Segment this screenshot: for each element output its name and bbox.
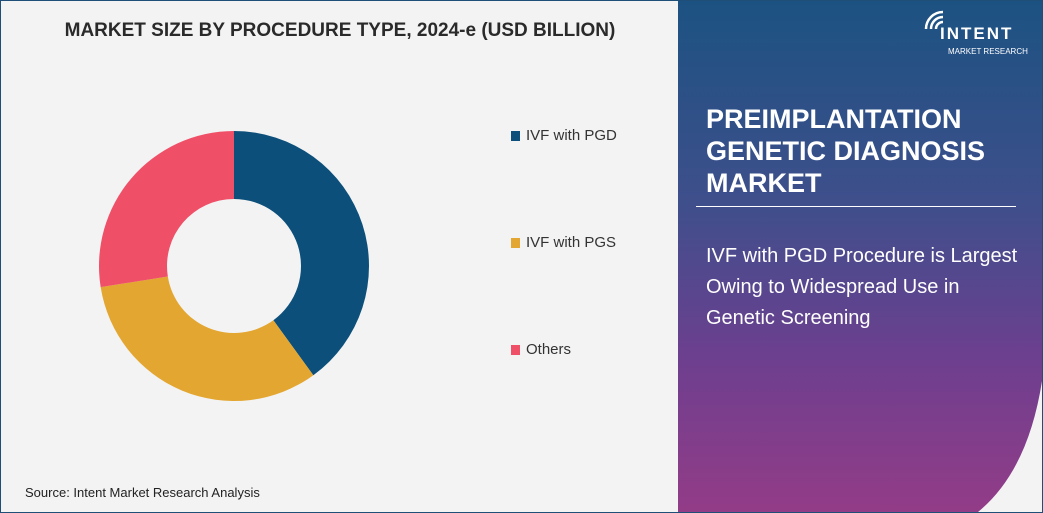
legend-swatch [511, 238, 520, 248]
donut-slice-others [99, 131, 234, 288]
legend-item: IVF with PGS [511, 234, 616, 252]
signal-icon [924, 9, 954, 31]
donut-slice-ivf-with-pgs [100, 276, 314, 401]
info-panel: INTENT MARKET RESEARCH PREIMPLANTATION G… [678, 1, 1042, 512]
legend-label: IVF with PGS [526, 234, 617, 251]
source-note: Source: Intent Market Research Analysis [25, 485, 260, 500]
legend-label: IVF with PGD [526, 127, 617, 144]
chart-title: MARKET SIZE BY PROCEDURE TYPE, 2024-e (U… [64, 20, 616, 41]
donut-slice-ivf-with-pgd [234, 131, 369, 376]
divider [696, 206, 1016, 207]
donut-chart [99, 131, 369, 401]
panel-text: IVF with PGD Procedure is Largest Owing … [706, 245, 1018, 329]
logo: INTENT MARKET RESEARCH [918, 9, 1028, 61]
logo-sub: MARKET RESEARCH [948, 47, 1028, 56]
panel-title: PREIMPLANTATION GENETIC DIAGNOSIS MARKET [706, 104, 986, 198]
legend-swatch [511, 345, 520, 355]
legend-item: Others [511, 341, 571, 359]
legend-swatch [511, 131, 520, 141]
legend-item: IVF with PGD [511, 127, 617, 145]
logo-name: INTENT [940, 24, 1014, 43]
legend-label: Others [526, 341, 572, 358]
